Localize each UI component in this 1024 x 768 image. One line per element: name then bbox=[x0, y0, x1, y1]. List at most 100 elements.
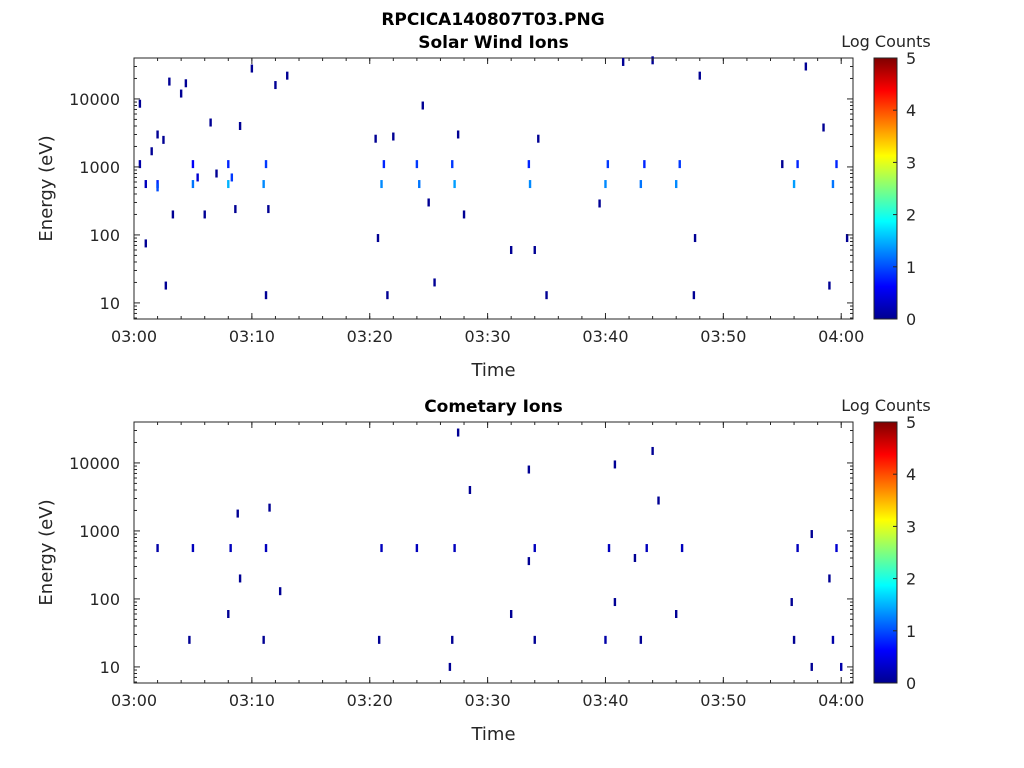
data-point bbox=[810, 530, 813, 539]
colorbar-label: Log Counts bbox=[841, 32, 931, 51]
data-point bbox=[162, 135, 165, 144]
data-point bbox=[527, 160, 531, 169]
data-point bbox=[698, 71, 701, 80]
data-point bbox=[191, 180, 195, 189]
data-point bbox=[421, 101, 424, 110]
data-point bbox=[227, 180, 230, 189]
data-point bbox=[234, 205, 237, 214]
plot-area bbox=[133, 421, 854, 684]
data-point bbox=[680, 544, 684, 553]
data-point bbox=[227, 610, 230, 619]
data-point bbox=[382, 160, 386, 169]
data-point bbox=[533, 246, 536, 255]
data-point bbox=[238, 121, 242, 130]
y-axis-label: Energy (eV) bbox=[36, 135, 57, 241]
data-point bbox=[621, 57, 625, 66]
data-points bbox=[156, 428, 843, 671]
data-point bbox=[674, 180, 678, 189]
x-tick-label: 03:20 bbox=[347, 327, 393, 346]
data-point bbox=[250, 64, 254, 73]
data-point bbox=[267, 205, 270, 214]
data-point bbox=[415, 160, 419, 169]
data-point bbox=[451, 635, 454, 644]
data-point bbox=[230, 173, 234, 182]
y-axis-label: Energy (eV) bbox=[36, 499, 57, 605]
data-point bbox=[643, 160, 646, 169]
colorbar-tick-label: 3 bbox=[906, 153, 916, 172]
data-point bbox=[792, 635, 796, 644]
x-tick-label: 03:00 bbox=[111, 691, 157, 710]
data-point bbox=[262, 180, 265, 189]
data-point bbox=[657, 496, 660, 505]
data-point bbox=[613, 460, 617, 469]
data-point bbox=[374, 134, 377, 143]
x-tick-label: 03:30 bbox=[465, 327, 511, 346]
data-point bbox=[386, 291, 389, 300]
data-point bbox=[179, 89, 183, 98]
x-tick-label: 03:40 bbox=[582, 691, 628, 710]
data-point bbox=[427, 198, 430, 207]
data-point bbox=[191, 544, 195, 553]
data-point bbox=[380, 544, 383, 553]
data-point bbox=[604, 180, 607, 189]
data-point bbox=[831, 180, 835, 189]
x-tick-label: 03:30 bbox=[465, 691, 511, 710]
colorbar-tick-label: 5 bbox=[906, 413, 916, 432]
data-point bbox=[264, 160, 268, 169]
colorbar-tick-label: 0 bbox=[906, 310, 916, 329]
data-point bbox=[835, 544, 838, 553]
data-point bbox=[792, 180, 796, 189]
data-point bbox=[376, 234, 380, 243]
data-point bbox=[418, 180, 421, 189]
data-point bbox=[144, 180, 147, 189]
data-point bbox=[286, 71, 289, 80]
x-tick-label: 04:00 bbox=[818, 327, 864, 346]
data-point bbox=[639, 180, 643, 189]
x-tick-label: 03:40 bbox=[582, 327, 628, 346]
data-point bbox=[613, 598, 617, 607]
data-point bbox=[462, 210, 466, 219]
colorbar-tick-label: 2 bbox=[906, 570, 916, 589]
data-point bbox=[674, 610, 678, 619]
y-tick-label: 10000 bbox=[69, 454, 120, 473]
panel-1: Solar Wind Ions 03:00 03:10 03:20 03:30 03:40… bbox=[36, 32, 931, 381]
data-point bbox=[598, 199, 601, 208]
data-point bbox=[433, 278, 436, 287]
data-point bbox=[845, 234, 849, 243]
data-point bbox=[840, 662, 843, 671]
data-point bbox=[229, 544, 232, 553]
data-point bbox=[415, 544, 419, 553]
data-point bbox=[533, 544, 536, 553]
colorbar-tick-label: 4 bbox=[906, 465, 916, 484]
panel-title: Solar Wind Ions bbox=[418, 33, 569, 53]
panel-title: Cometary Ions bbox=[424, 397, 563, 417]
x-tick-label: 03:20 bbox=[347, 691, 393, 710]
data-point bbox=[448, 662, 452, 671]
x-axis-label: Time bbox=[470, 724, 515, 745]
data-point bbox=[639, 635, 643, 644]
colorbar-tick-label: 2 bbox=[906, 206, 916, 225]
data-point bbox=[822, 123, 825, 132]
data-point bbox=[509, 610, 513, 619]
data-point bbox=[692, 291, 696, 300]
data-point bbox=[203, 210, 206, 219]
data-point bbox=[604, 635, 607, 644]
data-point bbox=[545, 291, 548, 300]
data-point bbox=[607, 544, 611, 553]
data-point bbox=[238, 574, 242, 583]
x-tick-label: 03:10 bbox=[229, 327, 275, 346]
data-point bbox=[456, 130, 460, 139]
x-tick-label: 03:00 bbox=[111, 327, 157, 346]
plot-area bbox=[133, 57, 854, 320]
data-point bbox=[377, 635, 381, 644]
colorbar-tick-label: 5 bbox=[906, 49, 916, 68]
data-point bbox=[264, 544, 268, 553]
data-point bbox=[468, 485, 472, 494]
colorbar-tick-label: 1 bbox=[906, 258, 916, 277]
data-point bbox=[781, 160, 784, 169]
data-point bbox=[651, 446, 654, 455]
colorbar-label: Log Counts bbox=[841, 396, 931, 415]
